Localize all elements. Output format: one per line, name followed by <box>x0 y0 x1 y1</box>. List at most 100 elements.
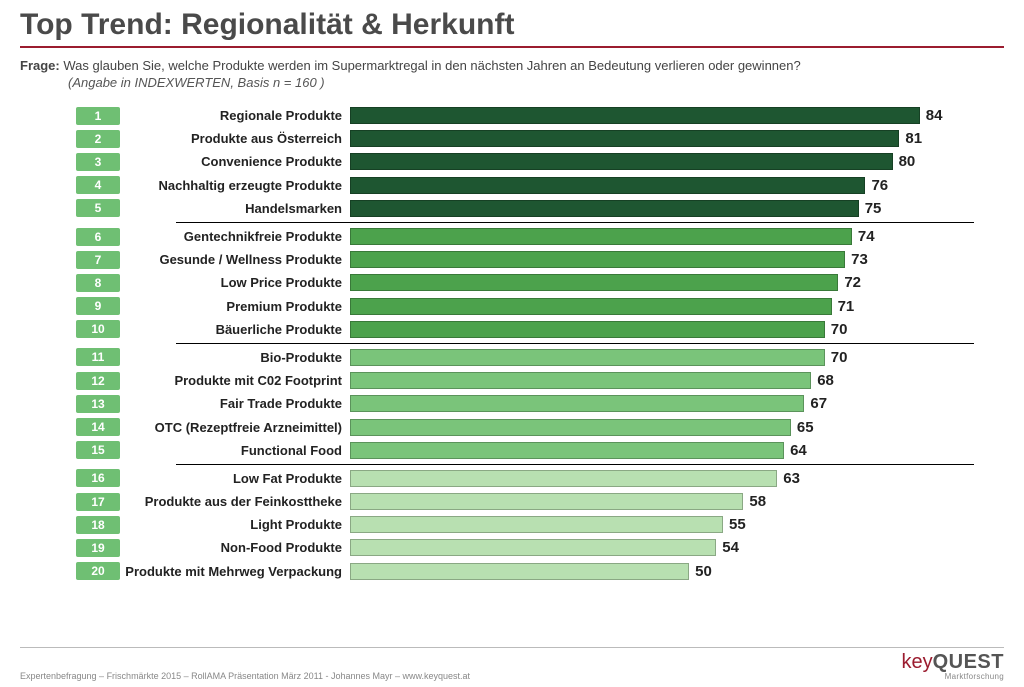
bar-value: 70 <box>831 321 848 338</box>
bar-area: 70 <box>350 321 974 338</box>
chart-row: 17Produkte aus der Feinkosttheke 58 <box>76 490 974 513</box>
chart-row: 3Convenience Produkte80 <box>76 150 974 173</box>
bar-label: Handelsmarken <box>120 201 350 216</box>
bar-label: Fair Trade Produkte <box>120 396 350 411</box>
bar <box>350 419 791 436</box>
bar-label: Premium Produkte <box>120 299 350 314</box>
question-label: Frage: <box>20 58 60 73</box>
rank-badge: 20 <box>76 562 120 580</box>
rank-badge: 1 <box>76 107 120 125</box>
rank-badge: 5 <box>76 199 120 217</box>
question-line: Frage: Was glauben Sie, welche Produkte … <box>20 58 1004 73</box>
bar-area: 67 <box>350 395 974 412</box>
bar-value: 74 <box>858 228 875 245</box>
bar-label: Light Produkte <box>120 517 350 532</box>
bar-label: Gentechnikfreie Produkte <box>120 229 350 244</box>
bar-label: OTC (Rezeptfreie Arzneimittel) <box>120 420 350 435</box>
bar-value: 70 <box>831 349 848 366</box>
bar <box>350 349 825 366</box>
rank-badge: 16 <box>76 469 120 487</box>
chart-row: 2Produkte aus Österreich81 <box>76 127 974 150</box>
bar-area: 80 <box>350 153 974 170</box>
chart-row: 10Bäuerliche Produkte70 <box>76 318 974 341</box>
chart-row: 15Functional Food64 <box>76 439 974 462</box>
rank-badge: 6 <box>76 228 120 246</box>
question-text: Was glauben Sie, welche Produkte werden … <box>63 58 800 73</box>
chart-row: 4Nachhaltig erzeugte Produkte76 <box>76 174 974 197</box>
bar-value: 76 <box>871 177 888 194</box>
group-separator <box>176 464 974 465</box>
rank-badge: 12 <box>76 372 120 390</box>
bar <box>350 177 865 194</box>
title-rule <box>20 46 1004 48</box>
chart-row: 6Gentechnikfreie Produkte 74 <box>76 225 974 248</box>
bar-label: Produkte mit Mehrweg Verpackung <box>120 564 350 579</box>
bar-label: Bio-Produkte <box>120 350 350 365</box>
bar <box>350 539 716 556</box>
rank-badge: 17 <box>76 493 120 511</box>
logo-main: QUEST <box>933 651 1004 673</box>
bar-area: 58 <box>350 493 974 510</box>
chart-row: 9Premium Produkte 71 <box>76 295 974 318</box>
bar-value: 68 <box>817 372 834 389</box>
bar <box>350 372 811 389</box>
bar-area: 76 <box>350 177 974 194</box>
bar <box>350 321 825 338</box>
rank-badge: 9 <box>76 297 120 315</box>
logo: keyQUEST Marktforschung <box>901 652 1004 681</box>
bar-value: 64 <box>790 442 807 459</box>
bar <box>350 563 689 580</box>
bar-area: 71 <box>350 298 974 315</box>
bar-value: 71 <box>838 298 855 315</box>
bar-value: 84 <box>926 107 943 124</box>
bar-label: Produkte mit C02 Footprint <box>120 373 350 388</box>
bar-value: 65 <box>797 419 814 436</box>
bar-area: 68 <box>350 372 974 389</box>
bar-value: 73 <box>851 251 868 268</box>
chart-row: 1Regionale Produkte 84 <box>76 104 974 127</box>
bar-area: 64 <box>350 442 974 459</box>
bar-label: Convenience Produkte <box>120 154 350 169</box>
chart-row: 13Fair Trade Produkte67 <box>76 392 974 415</box>
bar-value: 63 <box>783 470 800 487</box>
bar-label: Produkte aus der Feinkosttheke <box>120 494 350 509</box>
bar-value: 81 <box>905 130 922 147</box>
bar-value: 58 <box>749 493 766 510</box>
bar-label: Regionale Produkte <box>120 108 350 123</box>
bar-area: 55 <box>350 516 974 533</box>
bar <box>350 395 804 412</box>
chart-row: 20Produkte mit Mehrweg Verpackung50 <box>76 560 974 583</box>
bar-area: 65 <box>350 419 974 436</box>
rank-badge: 15 <box>76 441 120 459</box>
rank-badge: 7 <box>76 251 120 269</box>
bar <box>350 493 743 510</box>
rank-badge: 14 <box>76 418 120 436</box>
bar-label: Non-Food Produkte <box>120 540 350 555</box>
rank-badge: 10 <box>76 320 120 338</box>
chart-row: 5Handelsmarken 75 <box>76 197 974 220</box>
bar-label: Gesunde / Wellness Produkte <box>120 252 350 267</box>
ranked-bar-chart: 1Regionale Produkte 84 2Produkte aus Öster… <box>76 104 974 583</box>
rank-badge: 3 <box>76 153 120 171</box>
bar-value: 75 <box>865 200 882 217</box>
bar-area: 75 <box>350 200 974 217</box>
bar <box>350 107 920 124</box>
bar-area: 54 <box>350 539 974 556</box>
chart-row: 7Gesunde / Wellness Produkte 73 <box>76 248 974 271</box>
rank-badge: 8 <box>76 274 120 292</box>
bar <box>350 274 838 291</box>
bar-label: Low Price Produkte <box>120 275 350 290</box>
footer-text: Expertenbefragung – Frischmärkte 2015 – … <box>20 671 470 681</box>
group-separator <box>176 222 974 223</box>
rank-badge: 19 <box>76 539 120 557</box>
bar-value: 67 <box>810 395 827 412</box>
bar <box>350 298 832 315</box>
slide: Top Trend: Regionalität & Herkunft Frage… <box>0 0 1024 583</box>
bar-area: 84 <box>350 107 974 124</box>
logo-sub: Marktforschung <box>901 672 1004 681</box>
bar <box>350 228 852 245</box>
subnote: (Angabe in INDEXWERTEN, Basis n = 160 ) <box>68 75 1004 90</box>
bar-value: 72 <box>844 274 861 291</box>
page-title: Top Trend: Regionalität & Herkunft <box>20 8 1004 46</box>
bar <box>350 251 845 268</box>
